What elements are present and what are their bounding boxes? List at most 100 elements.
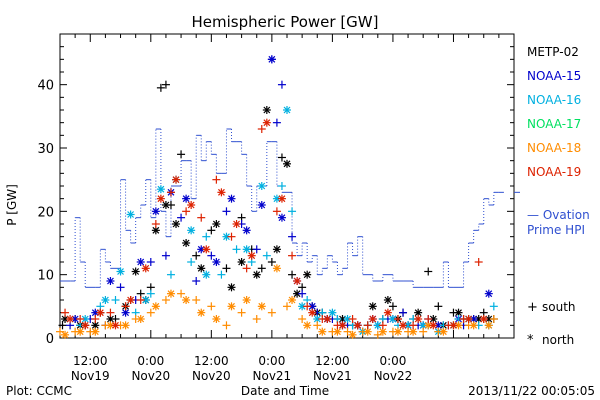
x-tick-label-date: Nov22	[374, 369, 413, 383]
north-marker	[156, 185, 165, 194]
south-marker-label: south	[542, 300, 576, 314]
north-marker	[293, 277, 302, 285]
north-marker	[439, 327, 448, 336]
north-marker	[368, 315, 377, 323]
south-marker	[116, 283, 125, 292]
south-marker	[202, 232, 211, 241]
north-marker	[272, 245, 281, 254]
north-marker	[353, 321, 362, 330]
north-marker	[252, 270, 261, 279]
x-tick-label-date: Nov19	[71, 369, 110, 383]
south-marker	[177, 213, 186, 222]
north-marker	[368, 302, 377, 311]
north-marker	[464, 315, 473, 323]
south-marker	[232, 245, 241, 254]
south-marker	[146, 258, 155, 266]
south-marker	[161, 251, 170, 260]
north-marker	[257, 302, 266, 311]
north-marker	[202, 245, 211, 254]
south-marker	[267, 308, 276, 317]
north-marker	[227, 283, 236, 292]
x-tick-label-time: 0:00	[137, 354, 164, 368]
y-tick-label: 30	[37, 142, 54, 157]
north-marker	[106, 277, 115, 285]
x-tick-label-time: 12:00	[315, 354, 350, 368]
north-marker	[227, 302, 236, 311]
chart-title: Hemispheric Power [GW]	[192, 13, 379, 31]
south-marker	[207, 302, 216, 311]
north-marker	[141, 264, 150, 273]
north-marker	[308, 308, 317, 317]
south-marker	[207, 226, 216, 235]
north-marker-label: north	[542, 333, 574, 347]
south-marker	[146, 289, 155, 298]
north-marker	[151, 226, 160, 235]
south-marker	[187, 258, 196, 266]
north-marker	[81, 321, 90, 330]
footer-timestamp: 2013/11/22 00:05:05	[468, 384, 595, 398]
south-marker	[272, 207, 281, 216]
north-marker	[161, 201, 170, 209]
south-marker	[136, 296, 145, 304]
south-marker	[298, 289, 307, 298]
north-marker	[303, 270, 312, 279]
north-marker	[469, 321, 478, 330]
north-marker	[197, 264, 206, 273]
north-marker	[328, 308, 337, 317]
north-marker	[182, 239, 191, 247]
x-tick-label-time: 12:00	[73, 354, 108, 368]
legend-entry: NOAA-18	[527, 141, 581, 155]
south-marker	[313, 321, 322, 330]
north-marker	[172, 175, 181, 184]
north-marker	[76, 327, 85, 336]
north-marker	[388, 315, 397, 323]
north-marker	[237, 258, 246, 266]
plot-axes	[59, 33, 515, 339]
north-marker	[111, 321, 120, 330]
south-marker	[378, 321, 387, 330]
north-marker	[131, 267, 140, 276]
north-marker	[257, 201, 266, 209]
south-marker	[217, 270, 226, 279]
north-marker	[166, 289, 175, 298]
south-marker	[298, 315, 307, 323]
south-marker	[207, 251, 216, 260]
footer-credit: Plot: CCMC	[6, 384, 72, 398]
north-marker	[484, 289, 493, 298]
north-marker	[151, 207, 160, 216]
south-marker	[166, 270, 175, 279]
north-marker	[257, 182, 266, 190]
south-marker	[288, 207, 297, 216]
north-marker	[96, 308, 105, 317]
y-tick-label: 0	[46, 332, 54, 347]
south-marker	[288, 232, 297, 241]
north-marker	[383, 296, 392, 304]
north-marker	[333, 327, 342, 336]
north-marker	[429, 321, 438, 330]
x-tick-label-time: 0:00	[258, 354, 285, 368]
north-marker	[242, 245, 251, 254]
north-marker	[348, 330, 357, 339]
south-marker	[257, 264, 266, 273]
north-marker	[197, 308, 206, 317]
x-tick-label-date: Nov20	[192, 369, 231, 383]
north-marker	[323, 315, 332, 323]
south-marker	[192, 296, 201, 304]
north-marker	[277, 194, 286, 203]
south-marker	[222, 321, 231, 330]
north-marker	[303, 321, 312, 330]
north-marker	[272, 264, 281, 273]
hpi-step-line	[60, 128, 520, 288]
hpi-legend-line1: — Ovation	[527, 208, 590, 222]
north-marker	[283, 106, 291, 114]
north-marker	[227, 194, 236, 203]
north-marker	[136, 315, 145, 323]
south-marker	[434, 302, 443, 311]
north-marker	[484, 321, 493, 330]
south-marker	[146, 308, 155, 317]
north-marker	[242, 226, 251, 235]
x-tick-label-time: 0:00	[379, 354, 406, 368]
south-marker	[489, 302, 498, 311]
